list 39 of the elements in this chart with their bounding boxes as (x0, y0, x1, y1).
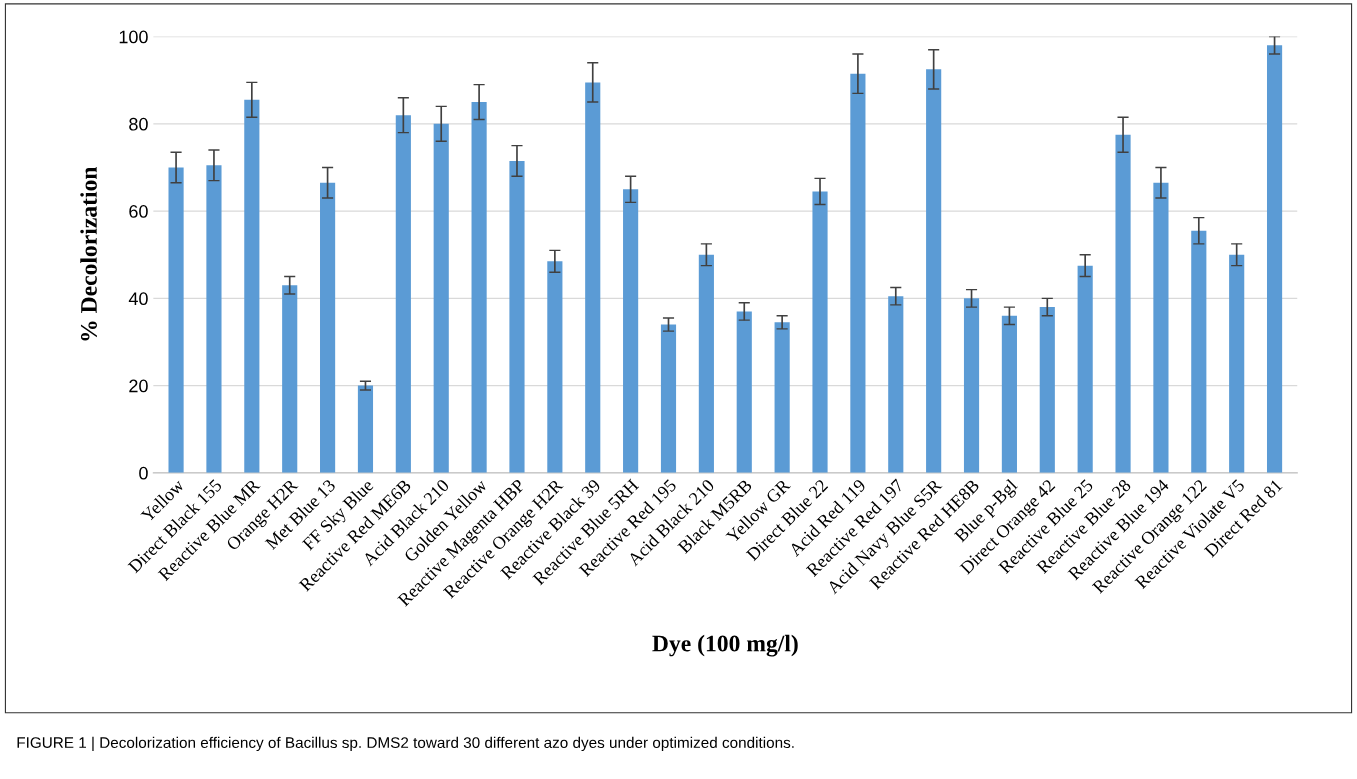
y-tick-label: 60 (129, 205, 148, 218)
bar (660, 324, 677, 473)
bar (850, 73, 866, 473)
bar (282, 285, 298, 473)
bar (812, 191, 828, 473)
bar (244, 99, 260, 473)
bar (168, 167, 184, 473)
bar (585, 82, 601, 473)
y-axis-title: % Decolorization (80, 166, 97, 341)
bar (774, 322, 790, 473)
bar (888, 296, 904, 473)
bar (206, 165, 222, 473)
bar (963, 298, 980, 473)
bar (1191, 230, 1207, 473)
x-axis-title: Dye (100 mg/l) (652, 634, 798, 657)
bar (509, 160, 525, 473)
bar (320, 182, 336, 473)
bar (736, 311, 752, 473)
y-tick-label: 40 (128, 292, 148, 306)
bar (698, 254, 714, 473)
bar (926, 69, 942, 473)
bar (1266, 45, 1283, 473)
bar (1153, 182, 1169, 473)
y-tick-label: 20 (129, 379, 148, 393)
bar (1039, 307, 1055, 473)
bar (547, 261, 563, 473)
bar (623, 189, 639, 473)
bar (1077, 265, 1093, 473)
y-tick-label: 80 (129, 117, 148, 131)
bar (471, 102, 487, 473)
y-tick-label: 0 (139, 466, 148, 480)
bar (357, 385, 374, 473)
bar (1229, 254, 1245, 473)
bar (1115, 134, 1131, 473)
bar (1001, 315, 1017, 473)
bar (395, 115, 411, 473)
y-tick-label: 100 (119, 30, 148, 44)
bar (433, 123, 449, 473)
caption: FIGURE 1 | Decolorization efficiency of Bacillus sp. DMS2 toward 30 different azo dyes under optimized conditions. (17, 736, 794, 752)
